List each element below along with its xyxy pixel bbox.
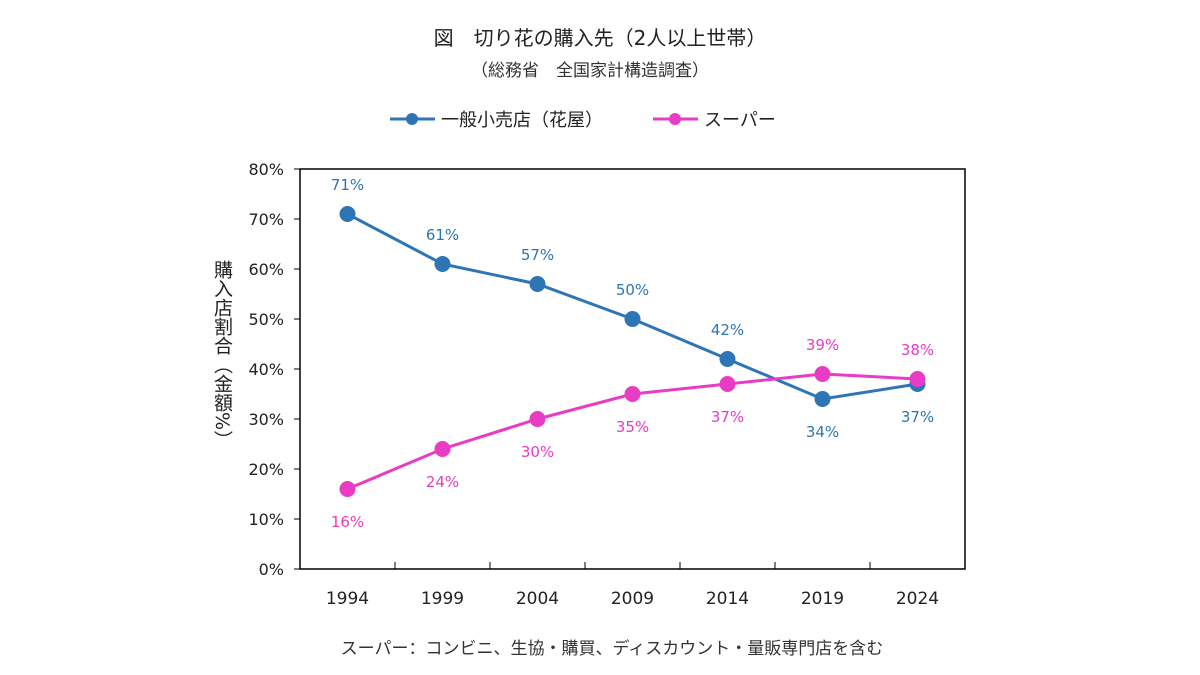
data-label-series-1: 61% bbox=[426, 226, 459, 244]
series-2-point bbox=[434, 441, 451, 457]
series-1-point bbox=[719, 351, 736, 367]
x-tick-label: 2009 bbox=[611, 589, 654, 609]
series-1-point bbox=[434, 256, 451, 272]
x-tick-label: 1994 bbox=[326, 589, 369, 609]
y-axis-label: 購入店割合（金額%） bbox=[211, 260, 233, 449]
data-label-series-2: 38% bbox=[901, 341, 934, 359]
series-group: 71% 61% 57% 50% 42% 34% 37% 16% 24% 30% 35% 37% 39% 3… bbox=[331, 176, 934, 531]
series-1-point bbox=[814, 391, 831, 407]
data-label-series-1: 71% bbox=[331, 176, 364, 194]
y-tick-label: 30% bbox=[248, 410, 284, 429]
x-tick-label: 2024 bbox=[896, 589, 939, 609]
y-tick-label: 10% bbox=[248, 510, 284, 529]
series-2-point bbox=[529, 411, 546, 427]
data-label-series-2: 16% bbox=[331, 513, 364, 531]
data-label-series-1: 37% bbox=[901, 408, 934, 426]
y-tick-label: 60% bbox=[248, 260, 284, 279]
plot-frame bbox=[299, 168, 966, 570]
footnote: スーパー：コンビニ、生協・購買、ディスカウント・量販専門店を含む bbox=[341, 638, 884, 659]
x-tick-label: 2019 bbox=[801, 589, 844, 609]
data-label-series-1: 34% bbox=[806, 423, 839, 441]
series-2-point bbox=[909, 371, 926, 387]
series-1-point bbox=[624, 311, 641, 327]
series-2-point bbox=[339, 481, 356, 497]
legend-label-series-1: 一般小売店（花屋） bbox=[441, 110, 603, 131]
legend-item-series-1: 一般小売店（花屋） bbox=[390, 110, 603, 131]
y-axis-title: 購入店割合（金額%） bbox=[211, 260, 233, 449]
y-tick-label: 80% bbox=[248, 160, 284, 179]
y-axis-ticks: 0% 10% 20% 30% 40% 50% 60% 70% 80% bbox=[248, 160, 300, 579]
data-label-series-2: 35% bbox=[616, 418, 649, 436]
y-tick-label: 50% bbox=[248, 310, 284, 329]
data-label-series-1: 42% bbox=[711, 321, 744, 339]
data-label-series-1: 50% bbox=[616, 281, 649, 299]
data-label-series-1: 57% bbox=[521, 246, 554, 264]
x-axis-ticks: 1994 1999 2004 2009 2014 2019 2024 bbox=[326, 562, 939, 609]
legend: 一般小売店（花屋） スーパー bbox=[390, 110, 776, 131]
series-2-point bbox=[814, 366, 831, 382]
series-2-point bbox=[624, 386, 641, 402]
series-2-point bbox=[719, 376, 736, 392]
x-tick-label: 2014 bbox=[706, 589, 749, 609]
y-tick-label: 70% bbox=[248, 210, 284, 229]
data-label-series-2: 30% bbox=[521, 443, 554, 461]
x-tick-label: 2004 bbox=[516, 589, 559, 609]
series-1-point bbox=[529, 276, 546, 292]
x-tick-label: 1999 bbox=[421, 589, 464, 609]
data-label-series-2: 24% bbox=[426, 473, 459, 491]
legend-item-series-2: スーパー bbox=[653, 110, 776, 131]
data-label-series-2: 39% bbox=[806, 336, 839, 354]
chart-subtitle: （総務省 全国家計構造調査） bbox=[471, 61, 709, 81]
y-tick-label: 0% bbox=[259, 560, 284, 579]
legend-marker-series-1 bbox=[406, 113, 418, 125]
data-label-series-2: 37% bbox=[711, 408, 744, 426]
legend-label-series-2: スーパー bbox=[704, 110, 776, 131]
series-1-point bbox=[339, 206, 356, 222]
y-tick-label: 20% bbox=[248, 460, 284, 479]
y-tick-label: 40% bbox=[248, 360, 284, 379]
legend-marker-series-2 bbox=[669, 113, 681, 125]
chart-title: 図 切り花の購入先（2人以上世帯） bbox=[434, 26, 767, 50]
